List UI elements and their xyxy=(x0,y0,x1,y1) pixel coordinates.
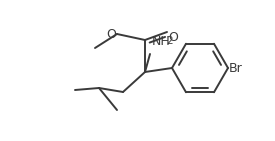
Text: Br: Br xyxy=(229,61,243,74)
Text: O: O xyxy=(106,27,116,40)
Text: NH: NH xyxy=(152,35,171,48)
Text: O: O xyxy=(168,31,178,44)
Text: 2: 2 xyxy=(166,36,173,46)
